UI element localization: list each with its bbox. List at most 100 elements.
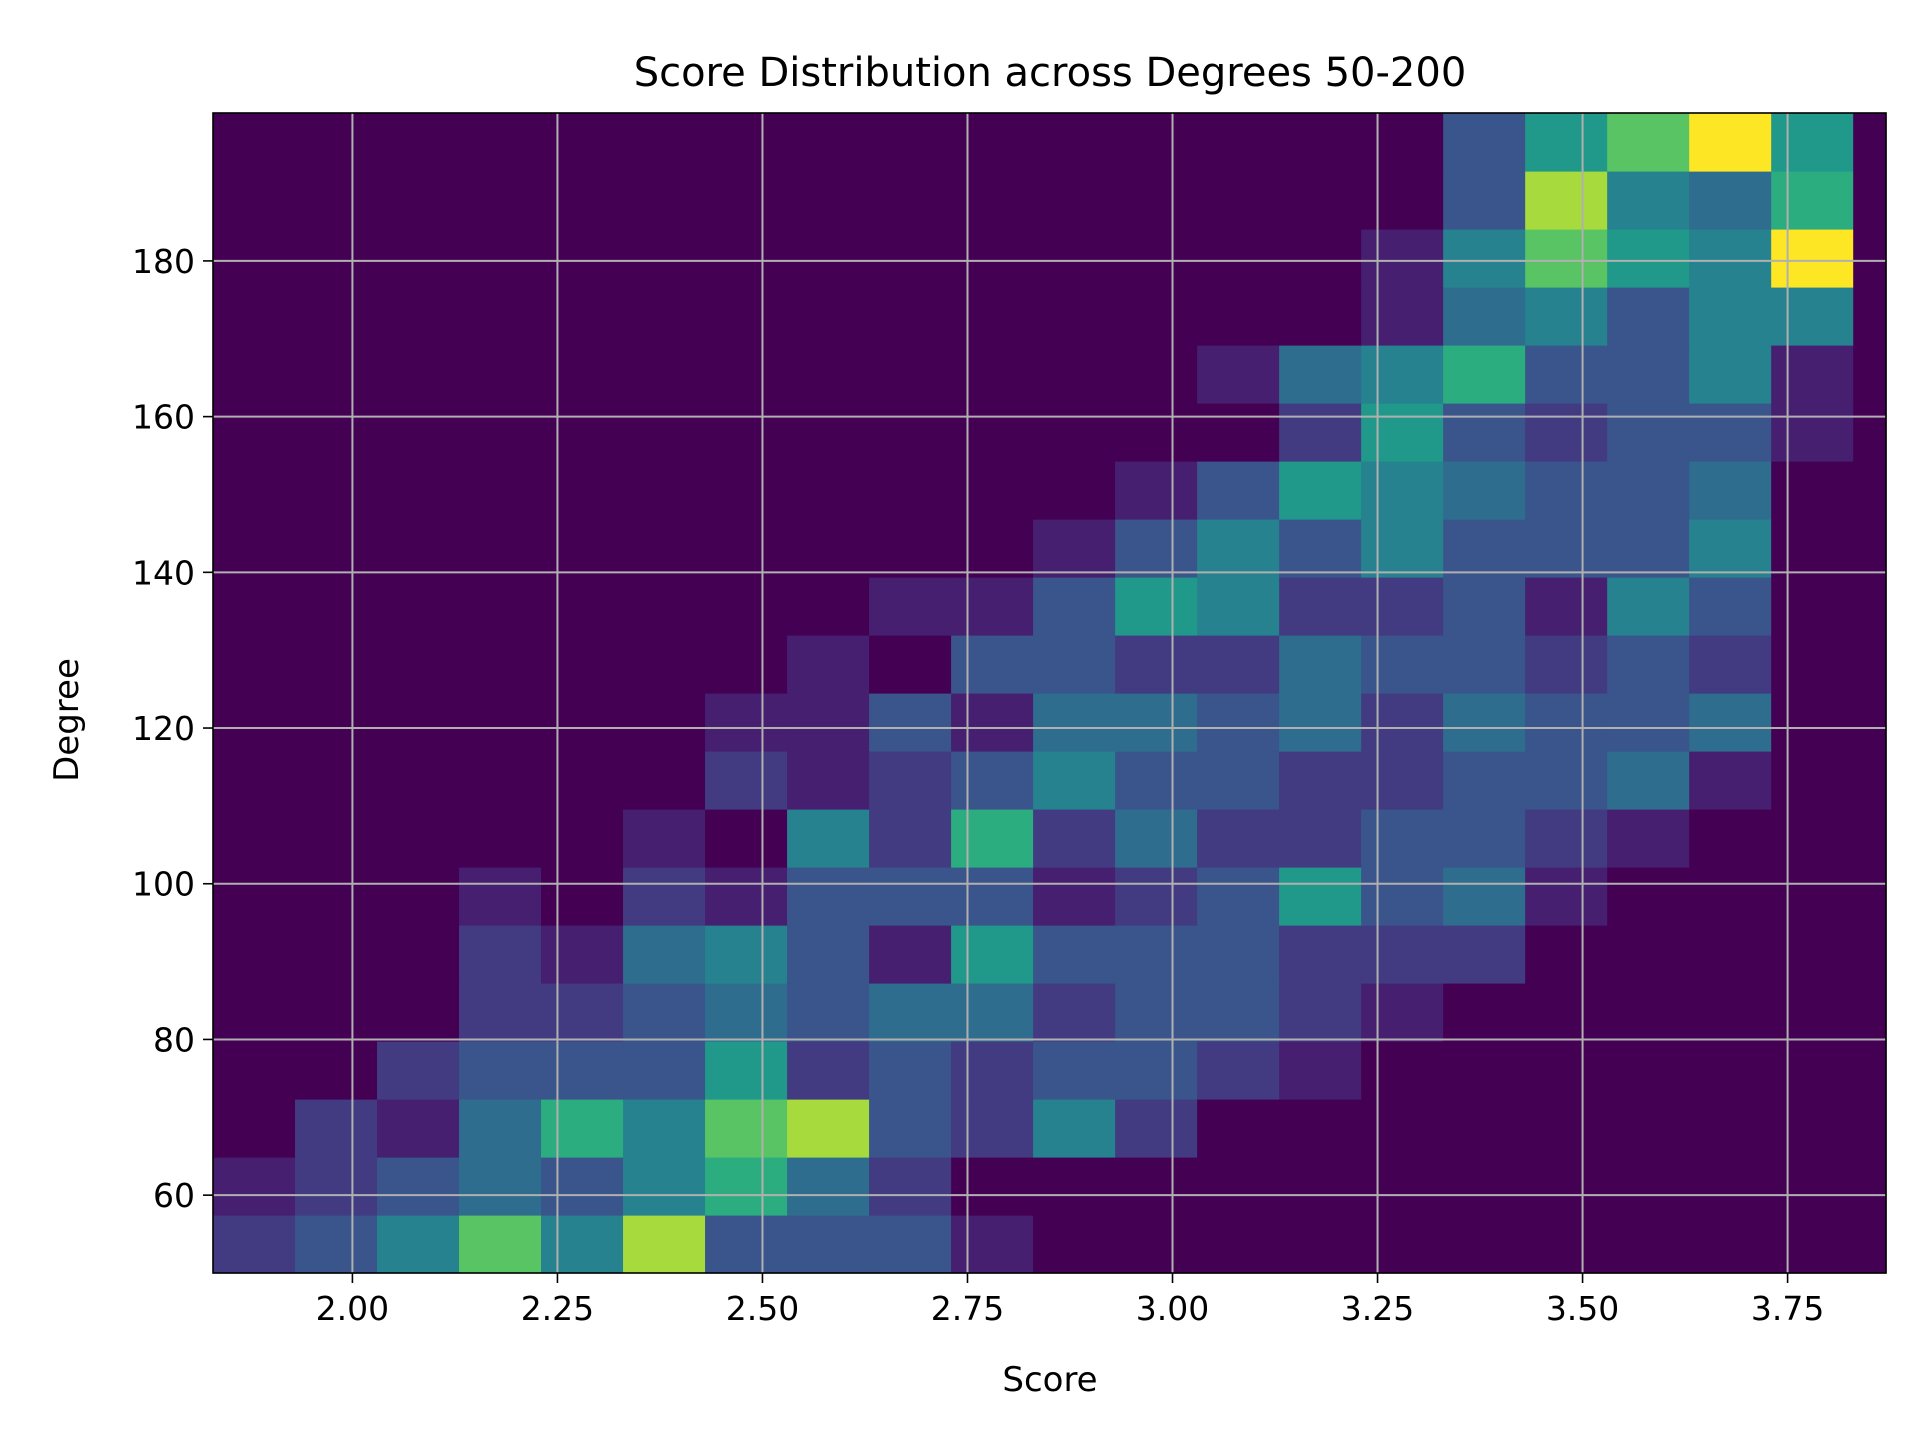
heatmap-cell — [869, 867, 952, 926]
heatmap-cell — [1853, 345, 1887, 404]
heatmap-cell — [459, 403, 542, 462]
heatmap-cell — [1525, 113, 1608, 172]
heatmap-cell — [1771, 693, 1854, 752]
heatmap-cell — [1033, 229, 1116, 288]
heatmap-cell — [1771, 1041, 1854, 1100]
heatmap-cell — [1115, 1099, 1198, 1158]
heatmap-cell — [1279, 751, 1362, 810]
heatmap-cell — [459, 925, 542, 984]
heatmap-cell — [705, 693, 788, 752]
heatmap-cell — [1361, 693, 1444, 752]
heatmap-cell — [951, 867, 1034, 926]
heatmap-cell — [869, 403, 952, 462]
heatmap-cell — [295, 287, 378, 346]
heatmap-cell — [213, 983, 296, 1042]
heatmap-cell — [1033, 577, 1116, 636]
heatmap-cell — [1689, 983, 1772, 1042]
heatmap-cell — [1443, 635, 1526, 694]
heatmap-cell — [1689, 577, 1772, 636]
heatmap-cell — [623, 345, 706, 404]
heatmap-cell — [705, 867, 788, 926]
heatmap-cell — [1197, 635, 1280, 694]
heatmap-cell — [787, 925, 870, 984]
heatmap-cell — [1279, 1157, 1362, 1216]
heatmap-cell — [869, 113, 952, 172]
heatmap-cell — [541, 403, 624, 462]
heatmap-cell — [869, 809, 952, 868]
heatmap-cell — [1771, 113, 1854, 172]
heatmap-cell — [1607, 577, 1690, 636]
heatmap-cell — [623, 809, 706, 868]
heatmap-cell — [1033, 519, 1116, 578]
heatmap-cell — [213, 809, 296, 868]
heatmap-cell — [213, 519, 296, 578]
y-axis-label: Degree — [47, 658, 87, 782]
heatmap-cell — [213, 287, 296, 346]
heatmap-cells — [213, 113, 1887, 1274]
heatmap-cell — [1853, 113, 1887, 172]
heatmap-cell — [705, 345, 788, 404]
heatmap-cell — [1279, 1099, 1362, 1158]
heatmap-cell — [1525, 403, 1608, 462]
heatmap-cell — [1607, 693, 1690, 752]
heatmap-cell — [1689, 229, 1772, 288]
heatmap-cell — [1853, 983, 1887, 1042]
heatmap-cell — [1361, 113, 1444, 172]
heatmap-cell — [1771, 403, 1854, 462]
heatmap-cell — [1607, 229, 1690, 288]
heatmap-cell — [213, 1041, 296, 1100]
heatmap-cell — [459, 635, 542, 694]
heatmap-cell — [213, 925, 296, 984]
heatmap-cell — [213, 113, 296, 172]
heatmap-cell — [1115, 809, 1198, 868]
heatmap-cell — [1197, 1157, 1280, 1216]
heatmap-cell — [1689, 1215, 1772, 1274]
x-axis-label: Score — [1002, 1360, 1097, 1400]
heatmap-cell — [1525, 635, 1608, 694]
heatmap-cell — [705, 461, 788, 520]
heatmap-cell — [1361, 1099, 1444, 1158]
heatmap-cell — [1361, 577, 1444, 636]
heatmap-cell — [869, 983, 952, 1042]
heatmap-cell — [705, 403, 788, 462]
heatmap-cell — [623, 1157, 706, 1216]
heatmap-cell — [1279, 287, 1362, 346]
heatmap-cell — [213, 345, 296, 404]
heatmap-cell — [951, 519, 1034, 578]
heatmap-cell — [295, 1099, 378, 1158]
heatmap-cell — [1033, 809, 1116, 868]
heatmap-cell — [1279, 229, 1362, 288]
heatmap-cell — [459, 693, 542, 752]
x-tick-label: 3.75 — [1751, 1289, 1824, 1328]
heatmap-cell — [1525, 925, 1608, 984]
heatmap-cell — [1115, 461, 1198, 520]
y-tick-label: 140 — [132, 553, 195, 592]
heatmap-cell — [1443, 693, 1526, 752]
heatmap-cell — [1361, 867, 1444, 926]
heatmap-cell — [951, 287, 1034, 346]
heatmap-cell — [1853, 519, 1887, 578]
heatmap-cell — [623, 287, 706, 346]
heatmap-cell — [1689, 345, 1772, 404]
heatmap-cell — [213, 229, 296, 288]
heatmap-cell — [705, 809, 788, 868]
heatmap-cell — [1525, 171, 1608, 230]
heatmap-cell — [1525, 751, 1608, 810]
heatmap-cell — [1033, 403, 1116, 462]
heatmap-cell — [541, 1099, 624, 1158]
heatmap-cell — [787, 809, 870, 868]
heatmap-cell — [1115, 693, 1198, 752]
heatmap-cell — [213, 577, 296, 636]
x-tick-label: 2.75 — [931, 1289, 1004, 1328]
heatmap-cell — [459, 519, 542, 578]
heatmap-cell — [1853, 751, 1887, 810]
x-tick-label: 2.25 — [521, 1289, 594, 1328]
heatmap-cell — [377, 403, 460, 462]
heatmap-cell — [869, 1041, 952, 1100]
heatmap-cell — [1361, 519, 1444, 578]
heatmap-cell — [705, 519, 788, 578]
heatmap-cell — [1279, 1215, 1362, 1274]
heatmap-cell — [1033, 171, 1116, 230]
heatmap-cell — [1197, 809, 1280, 868]
heatmap-cell — [1115, 1157, 1198, 1216]
